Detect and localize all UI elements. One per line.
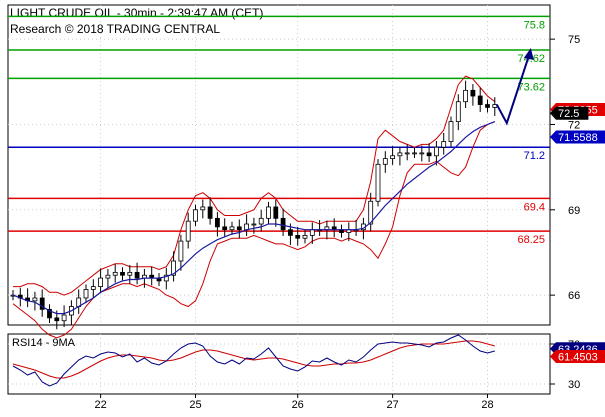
main-panel-frame [7,4,551,326]
candle-body [222,226,228,231]
price-tag-label: 71.5588 [558,132,598,144]
candle-body [200,206,206,211]
candle-body [375,163,381,202]
price-grid [8,5,550,394]
x-tick-label: 28 [481,399,493,411]
candle-body [455,101,461,123]
x-tick-label: 22 [94,399,106,411]
research-credit: Research © 2018 TRADING CENTRAL [10,22,221,36]
candle-body [98,277,103,288]
candle-body [426,152,432,157]
candle-body [163,274,169,282]
candle-body [295,234,301,239]
candle-body [39,297,45,310]
rsi-tag-label: 61.4503 [558,352,598,364]
candle-body [193,209,198,222]
level-label: 75.8 [524,19,545,31]
candle-body [448,121,454,142]
level-label: 69.4 [524,201,545,213]
candle-body [90,286,96,290]
projection-arrow [495,47,534,126]
x-tick-label: 26 [292,399,304,411]
candle-body [54,317,60,322]
moving-average [12,121,496,315]
candle-body [61,314,67,322]
price-tag-bg [550,106,589,120]
rsi-tag-bg [550,350,605,364]
x-tick-label: 27 [386,399,398,411]
candle-body [463,89,469,103]
candle-body [382,158,388,165]
level-label: 68.25 [517,234,545,246]
rsi-title: RSI14 - 9MA [12,337,76,349]
bollinger-bands [12,75,496,339]
y-tick-label: 75 [568,34,580,46]
candle-body [83,289,89,299]
candle-body [251,223,257,226]
y-tick-label: 66 [568,290,580,302]
candle-body [287,229,293,236]
candle-body [397,152,403,157]
bb-upper-line [13,75,496,296]
candle-body [412,152,417,155]
candle-body [105,274,111,279]
candle-body [419,152,425,155]
projection-path [495,49,532,126]
candle-body [171,260,177,276]
rsi-ma-line [12,340,495,379]
rsi-tick-label: 30 [568,379,580,391]
projection-arrowhead [523,47,534,60]
candle-body [470,89,476,97]
candle-body [32,297,38,302]
rsi-line [12,334,495,387]
level-label: 71.2 [524,150,545,162]
price-candles [10,80,498,330]
candle-body [134,271,140,279]
candle-body [441,141,447,148]
y-tick-label: 72 [568,119,580,131]
candle-body [433,146,439,157]
candle-body [229,226,235,231]
candle-body [302,234,308,239]
x-tick-label: 25 [189,399,201,411]
candle-body [273,206,279,219]
candle-body [485,104,490,108]
candle-body [477,95,483,105]
price-tag-bg [550,130,605,144]
candle-body [258,217,264,225]
candle-body [368,200,374,225]
price-tag-label: 72.5 [558,108,579,120]
rsi-indicator: 3070 [8,334,580,391]
candle-body [127,271,133,276]
candle-body [120,271,125,276]
candle-body [207,206,213,219]
candle-body [178,240,184,262]
ma-line [12,121,496,315]
candle-body [236,226,242,231]
candle-body [309,229,315,236]
candle-body [280,217,286,231]
candle-body [266,206,271,219]
candle-body [390,155,396,159]
time-axis: 22 25 26 27 28 [94,394,494,411]
y-tick-label: 69 [568,205,580,217]
candle-body [214,217,220,228]
candle-body [112,271,118,276]
candle-body [404,152,410,155]
price-axis: 66 69 72 75 [550,34,580,302]
candle-body [185,220,191,242]
candle-body [47,308,52,319]
level-label: 73.62 [517,81,545,93]
